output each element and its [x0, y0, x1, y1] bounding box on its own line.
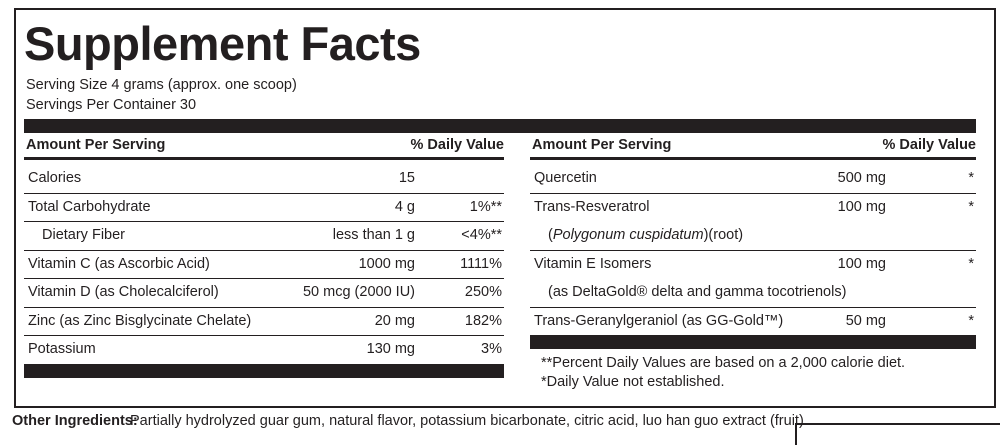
daily-value: *	[968, 312, 974, 329]
daily-value: 182%	[464, 312, 502, 329]
title: Supplement Facts	[24, 17, 421, 70]
row-rule	[24, 221, 504, 222]
amount: 15	[398, 170, 415, 186]
column-header: Amount Per Serving	[532, 137, 672, 153]
row-rule	[530, 192, 976, 194]
bottom-bar	[530, 335, 976, 349]
amount: 1000 mg	[358, 255, 415, 272]
nutrient-name: Trans-Resveratrol	[534, 198, 650, 215]
note-part: Polygonum cuspidatum	[552, 227, 704, 243]
row-rule	[24, 192, 504, 194]
amount: 100 mg	[837, 255, 886, 272]
nutrient-note: (Polygonum cuspidatum)(root)	[548, 226, 743, 244]
nutrient-note: (as DeltaGold® delta and gamma tocotrien…	[548, 283, 846, 301]
daily-value: 3%	[481, 341, 502, 357]
header-rule	[530, 157, 976, 160]
amount: 50 mcg (2000 IU)	[302, 284, 415, 300]
column-header: Amount Per Serving	[26, 137, 166, 153]
amount: 50 mg	[845, 312, 886, 329]
column-header: % Daily Value	[882, 137, 977, 153]
other-ingredients-label: Other Ingredients:	[12, 413, 138, 429]
header-rule	[24, 157, 504, 160]
footnote: **Percent Daily Values are based on a 2,…	[541, 355, 906, 371]
servings-per-container: Servings Per Container 30	[26, 97, 197, 113]
note-part: (as DeltaGold® delta and gamma tocotrien…	[548, 284, 847, 300]
bottom-bar	[24, 363, 504, 378]
note-part: (	[548, 227, 553, 243]
amount: 100 mg	[837, 198, 886, 215]
column-header: % Daily Value	[410, 137, 505, 153]
nutrient-name: Quercetin	[534, 170, 597, 186]
row-rule	[530, 306, 976, 308]
nutrient-name: Vitamin C (as Ascorbic Acid)	[28, 255, 210, 272]
nutrient-name: Vitamin E Isomers	[534, 255, 652, 272]
daily-value: *	[968, 198, 974, 215]
daily-value: <4%**	[461, 227, 502, 243]
top-bar	[24, 119, 976, 133]
daily-value: 1111%	[460, 255, 502, 272]
row-rule	[24, 249, 504, 251]
page: Supplement Facts Serving Size 4 grams (a…	[12, 8, 1000, 445]
amount: 500 mg	[837, 170, 886, 186]
daily-value: *	[968, 255, 974, 272]
row-rule	[24, 335, 504, 336]
corner-box	[795, 423, 1000, 445]
daily-value: *	[968, 170, 974, 186]
nutrient-name: Dietary Fiber	[42, 227, 125, 243]
nutrient-name: Potassium	[28, 341, 96, 357]
daily-value: 1%**	[469, 198, 502, 215]
amount: 4 g	[394, 198, 415, 215]
daily-value: 250%	[464, 284, 502, 300]
amount: less than 1 g	[332, 227, 415, 243]
amount: 20 mg	[374, 312, 415, 329]
other-ingredients-text: Partially hydrolyzed guar gum, natural f…	[130, 413, 808, 429]
nutrient-name: Zinc (as Zinc Bisglycinate Chelate)	[28, 312, 252, 329]
amount: 130 mg	[366, 341, 415, 357]
footnote: *Daily Value not established.	[541, 374, 725, 390]
label-border	[14, 8, 996, 408]
row-rule	[530, 249, 976, 251]
nutrient-name: Calories	[28, 170, 82, 186]
row-rule	[24, 278, 504, 279]
row-rule	[24, 306, 504, 308]
serving-size: Serving Size 4 grams (approx. one scoop)	[26, 77, 297, 93]
note-part: )(root)	[703, 227, 744, 243]
nutrient-name: Total Carbohydrate	[28, 198, 151, 215]
nutrient-name: Trans-Geranylgeraniol (as GG-Gold™)	[534, 312, 784, 329]
nutrient-name: Vitamin D (as Cholecalciferol)	[28, 284, 219, 300]
